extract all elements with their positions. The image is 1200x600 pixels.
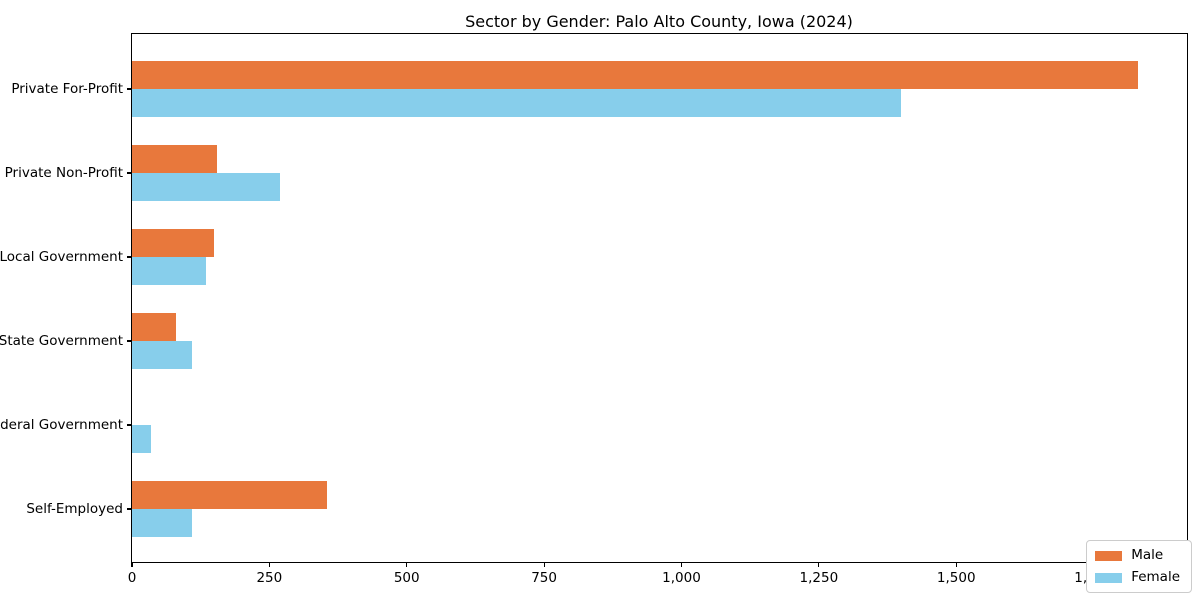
- y-tick-mark: [127, 508, 132, 510]
- x-tick-label: 0: [127, 570, 137, 586]
- bar-female-1: [132, 89, 902, 117]
- female-series-swatch: [1095, 572, 1123, 583]
- x-tick-mark: [268, 562, 270, 567]
- plot-area: Private For-Profit Private Non-Profit Loca…: [0, 33, 1188, 586]
- legend-entry-male: Male: [1095, 548, 1180, 563]
- y-tick-mark: [127, 88, 132, 90]
- bar-male-3: [132, 229, 215, 257]
- x-tick-label: 1,250: [799, 570, 839, 586]
- legend-label-male: Male: [1131, 547, 1164, 563]
- x-tick-mark: [543, 562, 545, 567]
- y-tick-label: Local Government: [0, 249, 123, 265]
- legend: Male Female: [1086, 540, 1192, 593]
- x-tick-label: 1,000: [662, 570, 701, 586]
- x-tick-mark: [818, 562, 820, 567]
- bar-female-4: [132, 341, 193, 369]
- x-tick-label: 1,500: [936, 570, 976, 586]
- y-tick-label: Private For-Profit: [11, 81, 123, 97]
- x-tick-mark: [955, 562, 957, 567]
- bar-female-3: [132, 257, 207, 285]
- y-tick-mark: [127, 340, 132, 342]
- bar-female-5: [132, 425, 152, 453]
- y-tick-label: Private Non-Profit: [4, 165, 123, 181]
- bar-female-6: [132, 509, 193, 537]
- x-tick-mark: [406, 562, 408, 567]
- y-tick-mark: [127, 256, 132, 258]
- y-tick-label: Self-Employed: [26, 501, 123, 517]
- male-series-swatch: [1095, 550, 1123, 561]
- x-tick-mark: [680, 562, 683, 567]
- bar-female-2: [132, 173, 281, 201]
- legend-entry-female: Female: [1095, 570, 1180, 585]
- y-tick-label: Federal Government: [0, 417, 123, 433]
- x-tick-label: 500: [393, 570, 420, 586]
- bar-male-4: [132, 313, 176, 341]
- x-tick-label: 750: [531, 570, 557, 586]
- bar-male-2: [132, 145, 218, 173]
- x-tick-mark: [131, 562, 133, 567]
- bar-male-1: [132, 61, 1138, 89]
- y-tick-mark: [127, 424, 132, 426]
- legend-label-female: Female: [1131, 569, 1180, 585]
- y-tick-mark: [127, 172, 132, 174]
- chart-title: Sector by Gender: Palo Alto County, Iowa…: [465, 12, 853, 31]
- y-tick-label: State Government: [0, 333, 123, 349]
- x-tick-label: 250: [256, 570, 283, 586]
- bar-male-6: [132, 481, 328, 509]
